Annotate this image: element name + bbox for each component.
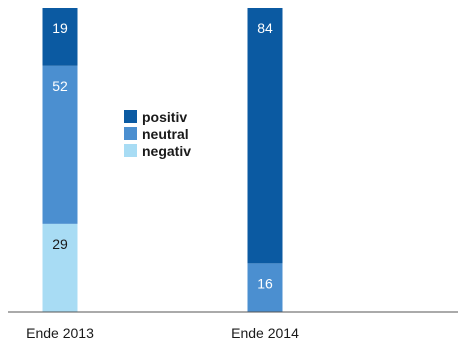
- data-label-neutral: 16: [257, 275, 273, 291]
- bar-segment-positiv: [247, 8, 283, 264]
- x-tick-label: Ende 2014: [231, 325, 299, 341]
- bar-segment-neutral: [247, 263, 283, 312]
- legend-label-neutral: neutral: [142, 126, 189, 142]
- data-label-positiv: 84: [257, 20, 273, 36]
- legend-swatch-positiv: [124, 110, 137, 123]
- x-tick-labels: Ende 2013 Ende 2014: [26, 325, 299, 341]
- data-label-positiv: 19: [52, 20, 68, 36]
- legend-swatch-negativ: [124, 144, 137, 157]
- bar-segment-negativ: [42, 223, 78, 312]
- legend: positiv neutral negativ: [124, 109, 191, 159]
- data-label-neutral: 52: [52, 78, 68, 94]
- x-tick-label: Ende 2013: [26, 325, 94, 341]
- bar-segment-positiv: [42, 8, 78, 66]
- bars-group: 29 52 19 16 84: [42, 8, 283, 312]
- legend-label-positiv: positiv: [142, 109, 187, 125]
- legend-label-negativ: negativ: [142, 143, 191, 159]
- data-label-negativ: 29: [52, 236, 68, 252]
- bar-segment-neutral: [42, 65, 78, 224]
- legend-swatch-neutral: [124, 127, 137, 140]
